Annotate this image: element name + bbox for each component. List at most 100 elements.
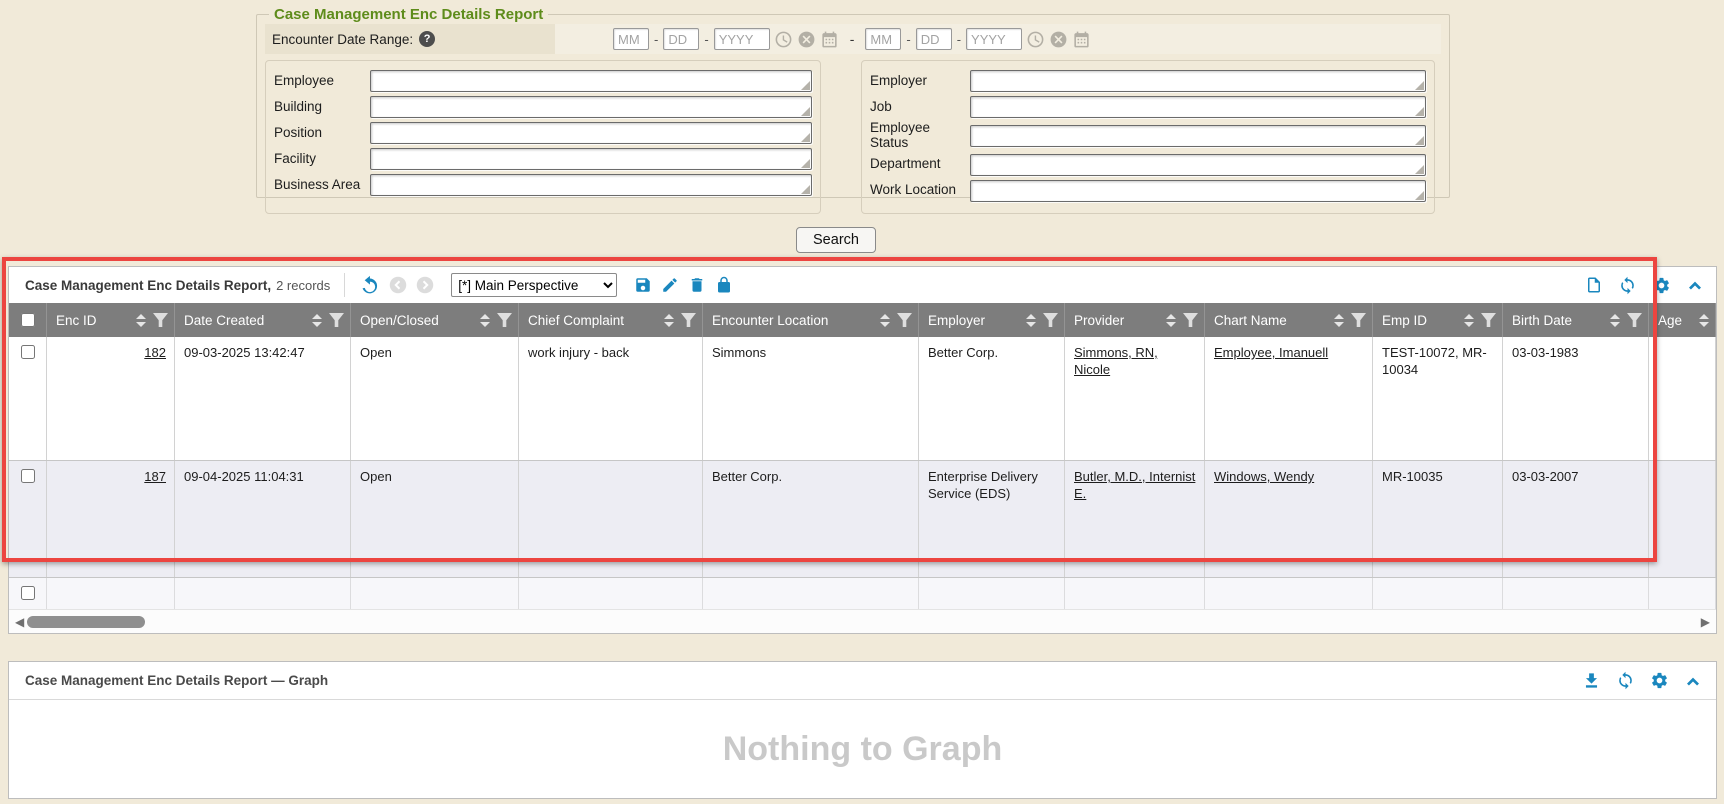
provider-link[interactable]: Simmons, RN, Nicole [1074,345,1158,377]
sort-icon[interactable] [312,313,322,327]
refresh-icon[interactable] [1618,276,1637,295]
filter-field-groups: Employee Building Position Facility Busi… [265,60,1441,214]
new-report-icon[interactable] [1585,276,1603,294]
filter-icon[interactable] [153,313,168,327]
birth-date-cell: 03-03-2007 [1503,461,1649,577]
date-from-year-input[interactable] [713,28,770,50]
sort-icon[interactable] [1699,313,1709,327]
results-title: Case Management Enc Details Report, [25,277,272,293]
chart-name-link[interactable]: Employee, Imanuell [1214,345,1329,360]
enc-id-link[interactable]: 187 [144,469,166,484]
filter-icon[interactable] [497,313,512,327]
employer-field-box [970,70,1426,92]
clear-x-icon[interactable] [1049,30,1068,49]
range-separator: - [849,31,855,47]
save-perspective-icon[interactable] [634,276,652,294]
emp-id-cell: TEST-10072, MR-10034 [1373,337,1503,460]
filter-icon[interactable] [329,313,344,327]
column-header-encounter-location[interactable]: Encounter Location [703,303,919,337]
building-field[interactable] [371,97,811,117]
select-all-checkbox[interactable] [20,313,35,327]
employer-field[interactable] [971,71,1425,91]
refresh-icon[interactable] [1616,671,1635,690]
perspective-select[interactable]: [*] Main Perspective [451,273,618,297]
department-field[interactable] [971,154,1425,175]
undo-icon[interactable] [359,275,380,296]
column-header-chart-name[interactable]: Chart Name [1205,303,1373,337]
employer-cell: Enterprise Delivery Service (EDS) [919,461,1065,577]
delete-perspective-icon[interactable] [688,276,706,294]
time-clock-icon[interactable] [1026,30,1045,49]
column-header-employer[interactable]: Employer [919,303,1065,337]
date-from-day-input[interactable] [663,28,700,50]
filter-icon[interactable] [681,313,696,327]
time-clock-icon[interactable] [774,30,793,49]
calendar-icon[interactable] [1072,30,1091,49]
sort-icon[interactable] [1334,313,1344,327]
filter-icon[interactable] [1043,313,1058,327]
sort-icon[interactable] [480,313,490,327]
job-field[interactable] [971,97,1425,117]
work-location-field[interactable] [971,180,1425,201]
gear-icon[interactable] [1650,671,1669,690]
column-header-emp-id[interactable]: Emp ID [1373,303,1503,337]
collapse-chevron-icon[interactable] [1684,672,1702,690]
facility-field[interactable] [371,149,811,169]
filter-group-right: Employer Job Employee Status Department … [861,60,1435,214]
employee-status-field-box [970,124,1426,147]
scroll-right-icon[interactable]: ▶ [1700,615,1710,629]
horizontal-scrollbar[interactable]: ◀ ▶ [9,609,1716,633]
birth-date-cell: 03-03-1983 [1503,337,1649,460]
column-header-age[interactable]: Age [1649,303,1716,337]
footer-checkbox[interactable] [20,586,35,600]
calendar-icon[interactable] [820,30,839,49]
chart-name-link[interactable]: Windows, Wendy [1214,469,1315,484]
filter-icon[interactable] [1627,313,1642,327]
date-to-year-input[interactable] [966,28,1023,50]
filter-icon[interactable] [1481,313,1496,327]
sort-icon[interactable] [1026,313,1036,327]
sort-icon[interactable] [664,313,674,327]
provider-link[interactable]: Butler, M.D., Internist E. [1074,469,1196,501]
work-location-field-box [970,179,1426,202]
date-from-month-input[interactable] [613,28,649,50]
date-to-month-input[interactable] [865,28,902,50]
search-button[interactable]: Search [796,227,876,253]
scroll-left-icon[interactable]: ◀ [15,615,25,629]
filter-icon[interactable] [1351,313,1366,327]
enc-id-link[interactable]: 182 [144,345,166,360]
sort-icon[interactable] [1166,313,1176,327]
clear-x-icon[interactable] [797,30,816,49]
date-to-day-input[interactable] [915,28,952,50]
gear-icon[interactable] [1652,276,1671,295]
position-field[interactable] [371,123,811,143]
collapse-chevron-icon[interactable] [1686,276,1704,294]
row-checkbox[interactable] [20,345,35,359]
help-icon[interactable]: ? [419,31,436,47]
column-header-birth-date[interactable]: Birth Date [1503,303,1649,337]
filter-icon[interactable] [1183,313,1198,327]
column-header-open-closed[interactable]: Open/Closed [351,303,519,337]
column-header-date-created[interactable]: Date Created [175,303,351,337]
sort-icon[interactable] [880,313,890,327]
column-header-provider[interactable]: Provider [1065,303,1205,337]
graph-title: Case Management Enc Details Report — Gra… [25,673,329,688]
download-icon[interactable] [1582,671,1601,690]
enc-id-cell: 182 [47,337,175,460]
sort-icon[interactable] [1610,313,1620,327]
business-area-field[interactable] [371,175,811,195]
emp-id-cell: MR-10035 [1373,461,1503,577]
sort-icon[interactable] [136,313,146,327]
column-header-chief-complaint[interactable]: Chief Complaint [519,303,703,337]
edit-perspective-icon[interactable] [661,276,679,294]
date-range-label-zone: Encounter Date Range: ? [265,24,555,54]
scrollbar-thumb[interactable] [27,616,145,628]
filter-icon[interactable] [897,313,912,327]
employee-field[interactable] [371,71,811,91]
employee-status-field[interactable] [971,125,1425,146]
lock-perspective-icon[interactable] [715,276,733,294]
sort-icon[interactable] [1464,313,1474,327]
job-field-box [970,96,1426,118]
row-checkbox[interactable] [20,469,35,483]
column-header-enc-id[interactable]: Enc ID [47,303,175,337]
